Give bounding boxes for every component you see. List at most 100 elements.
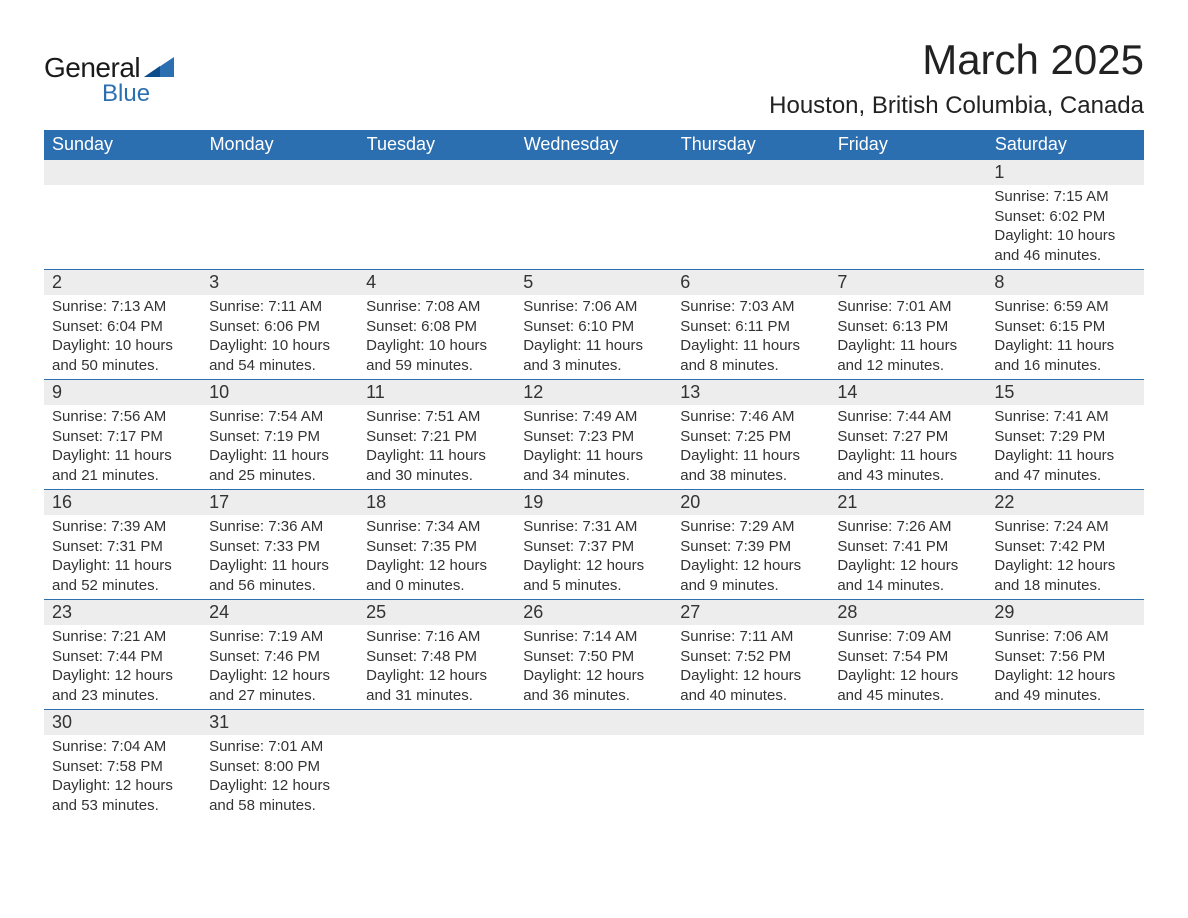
day-cell: Sunrise: 7:39 AMSunset: 7:31 PMDaylight:… xyxy=(44,515,201,600)
daylight-line2: and 40 minutes. xyxy=(680,686,821,706)
day-cell: Sunrise: 7:46 AMSunset: 7:25 PMDaylight:… xyxy=(672,405,829,490)
day-number: 9 xyxy=(44,380,201,406)
daylight-line2: and 59 minutes. xyxy=(366,356,507,376)
day-number: 20 xyxy=(672,490,829,516)
day-number: 24 xyxy=(201,600,358,626)
day-cell: Sunrise: 7:56 AMSunset: 7:17 PMDaylight:… xyxy=(44,405,201,490)
daylight-line2 xyxy=(366,796,507,816)
daylight-line1 xyxy=(366,226,507,246)
daylight-line2 xyxy=(366,246,507,266)
daynum-row: 3031 xyxy=(44,710,1144,736)
daylight-line2: and 49 minutes. xyxy=(994,686,1135,706)
daylight-line1: Daylight: 11 hours xyxy=(680,446,821,466)
daylight-line2: and 8 minutes. xyxy=(680,356,821,376)
sunrise-text: Sunrise: 7:21 AM xyxy=(52,627,193,647)
day-number: 5 xyxy=(515,270,672,296)
daylight-line1: Daylight: 12 hours xyxy=(994,556,1135,576)
daynum-row: 16171819202122 xyxy=(44,490,1144,516)
daylight-line2: and 25 minutes. xyxy=(209,466,350,486)
daylight-line2: and 38 minutes. xyxy=(680,466,821,486)
sunrise-text xyxy=(680,187,821,207)
sunset-text: Sunset: 7:33 PM xyxy=(209,537,350,557)
sunrise-text: Sunrise: 7:06 AM xyxy=(523,297,664,317)
sunset-text: Sunset: 7:27 PM xyxy=(837,427,978,447)
sunrise-text xyxy=(837,737,978,757)
daylight-line1: Daylight: 11 hours xyxy=(209,556,350,576)
sunset-text: Sunset: 7:48 PM xyxy=(366,647,507,667)
day-cell: Sunrise: 7:04 AMSunset: 7:58 PMDaylight:… xyxy=(44,735,201,819)
daylight-line1 xyxy=(523,226,664,246)
sunrise-text xyxy=(994,737,1135,757)
sunrise-text: Sunrise: 7:49 AM xyxy=(523,407,664,427)
sunset-text: Sunset: 6:04 PM xyxy=(52,317,193,337)
day-number: 7 xyxy=(829,270,986,296)
daylight-line1 xyxy=(680,776,821,796)
daylight-line2 xyxy=(837,796,978,816)
day-number xyxy=(829,710,986,736)
daylight-line1: Daylight: 12 hours xyxy=(366,556,507,576)
daylight-line1: Daylight: 10 hours xyxy=(994,226,1135,246)
sunrise-text: Sunrise: 7:29 AM xyxy=(680,517,821,537)
sunrise-text xyxy=(209,187,350,207)
sunrise-text: Sunrise: 7:11 AM xyxy=(209,297,350,317)
sunset-text: Sunset: 7:35 PM xyxy=(366,537,507,557)
calendar-body: 1 Sunrise: 7:15 AMSunset: 6:02 PMDayligh… xyxy=(44,160,1144,820)
daylight-line1 xyxy=(209,226,350,246)
day-number: 4 xyxy=(358,270,515,296)
sunrise-text: Sunrise: 7:16 AM xyxy=(366,627,507,647)
daylight-line1: Daylight: 11 hours xyxy=(837,446,978,466)
sunrise-text xyxy=(837,187,978,207)
day-number: 31 xyxy=(201,710,358,736)
daylight-line2: and 5 minutes. xyxy=(523,576,664,596)
day-number: 16 xyxy=(44,490,201,516)
sunrise-text: Sunrise: 7:39 AM xyxy=(52,517,193,537)
day-number: 28 xyxy=(829,600,986,626)
day-cell: Sunrise: 7:14 AMSunset: 7:50 PMDaylight:… xyxy=(515,625,672,710)
daylight-line1: Daylight: 12 hours xyxy=(837,556,978,576)
daylight-line1: Daylight: 11 hours xyxy=(52,446,193,466)
sunset-text: Sunset: 6:06 PM xyxy=(209,317,350,337)
daylight-line2 xyxy=(680,796,821,816)
day-cell: Sunrise: 7:06 AMSunset: 6:10 PMDaylight:… xyxy=(515,295,672,380)
day-cell xyxy=(829,735,986,819)
sunrise-text: Sunrise: 6:59 AM xyxy=(994,297,1135,317)
day-cell xyxy=(358,185,515,270)
sunset-text: Sunset: 7:50 PM xyxy=(523,647,664,667)
daylight-line2 xyxy=(52,246,193,266)
daylight-line1: Daylight: 12 hours xyxy=(523,666,664,686)
daylight-line1: Daylight: 10 hours xyxy=(52,336,193,356)
sunrise-text: Sunrise: 7:51 AM xyxy=(366,407,507,427)
daylight-line2 xyxy=(680,246,821,266)
sunset-text: Sunset: 7:39 PM xyxy=(680,537,821,557)
daylight-line1: Daylight: 12 hours xyxy=(52,776,193,796)
sunset-text: Sunset: 6:13 PM xyxy=(837,317,978,337)
day-cell: Sunrise: 7:06 AMSunset: 7:56 PMDaylight:… xyxy=(986,625,1143,710)
daylight-line2: and 45 minutes. xyxy=(837,686,978,706)
daylight-line2: and 9 minutes. xyxy=(680,576,821,596)
daylight-line1: Daylight: 12 hours xyxy=(209,666,350,686)
daylight-line1: Daylight: 11 hours xyxy=(52,556,193,576)
sunrise-text: Sunrise: 7:24 AM xyxy=(994,517,1135,537)
sunset-text xyxy=(680,207,821,227)
day-number xyxy=(358,160,515,186)
sunset-text: Sunset: 7:41 PM xyxy=(837,537,978,557)
day-number: 8 xyxy=(986,270,1143,296)
sunset-text xyxy=(52,207,193,227)
day-number: 6 xyxy=(672,270,829,296)
sunrise-text: Sunrise: 7:56 AM xyxy=(52,407,193,427)
daylight-line1: Daylight: 12 hours xyxy=(680,666,821,686)
day-number xyxy=(986,710,1143,736)
daylight-line2: and 16 minutes. xyxy=(994,356,1135,376)
sunset-text: Sunset: 7:19 PM xyxy=(209,427,350,447)
col-saturday: Saturday xyxy=(986,130,1143,160)
sunrise-text xyxy=(523,187,664,207)
day-data-row: Sunrise: 7:21 AMSunset: 7:44 PMDaylight:… xyxy=(44,625,1144,710)
day-data-row: Sunrise: 7:13 AMSunset: 6:04 PMDaylight:… xyxy=(44,295,1144,380)
day-number: 26 xyxy=(515,600,672,626)
day-number xyxy=(44,160,201,186)
day-data-row: Sunrise: 7:04 AMSunset: 7:58 PMDaylight:… xyxy=(44,735,1144,819)
sunrise-text: Sunrise: 7:54 AM xyxy=(209,407,350,427)
day-number: 30 xyxy=(44,710,201,736)
sunset-text: Sunset: 7:42 PM xyxy=(994,537,1135,557)
daylight-line1: Daylight: 12 hours xyxy=(209,776,350,796)
